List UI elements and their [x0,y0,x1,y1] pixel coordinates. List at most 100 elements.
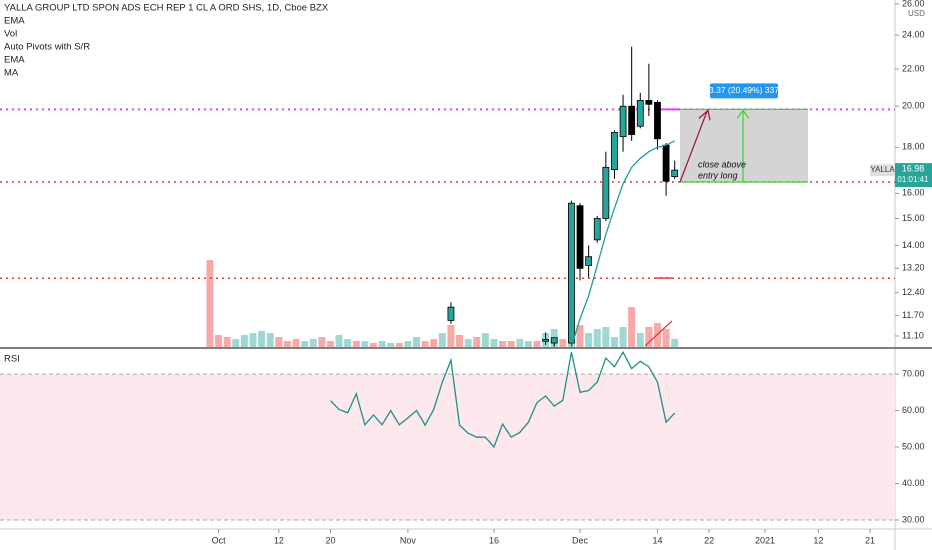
volume-bar [240,335,248,347]
candle-body [602,166,610,219]
volume-bar [430,339,438,347]
candle-body [671,169,679,177]
volume-bar [464,339,472,347]
indicator-label: EMA [4,16,25,27]
indicator-label: Vol [4,29,17,40]
x-tick-label: Nov [400,535,417,545]
volume-bar [326,341,334,347]
volume-bar [215,335,223,347]
candle-body [654,101,661,140]
volume-bar [585,333,593,347]
x-tick-label: 20 [325,535,335,545]
position-target-zone [680,109,808,183]
y-tick-label: 12.40 [902,287,925,297]
volume-bar [628,307,636,347]
y-tick-label: 18.00 [902,142,925,152]
y-tick-label: 22.00 [902,63,925,73]
currency-label: USD [908,9,925,18]
volume-bar [610,337,618,347]
y-tick-label: 15.00 [902,213,925,223]
trend-arrowhead [698,109,711,121]
volume-bar [490,339,498,347]
y-tick-label: 11.10 [902,330,924,340]
y-tick-label: 26.00 [902,0,925,8]
candle-body [576,205,584,269]
volume-bar [619,327,627,347]
x-tick-label: 12 [274,535,284,545]
volume-bar [404,341,412,347]
volume-bar [473,337,481,347]
candle-body [542,339,550,342]
rsi-tick-label: 30.00 [902,514,925,524]
volume-bar [636,333,644,347]
rsi-clip [329,350,676,449]
volume-bar [576,325,584,347]
volume-bar [671,339,679,347]
symbol-tag: YALLA [870,165,895,174]
rsi-band [0,374,895,520]
x-tick-label: 22 [704,535,714,545]
volume-bar [593,329,601,347]
chart-title: YALLA GROUP LTD SPON ADS ECH REP 1 CL A … [4,3,329,14]
volume-bar [309,339,317,347]
volume-bar [249,333,257,347]
volume-bar [447,325,455,347]
volume-bar [602,327,610,347]
rsi-tick-label: 50.00 [902,441,925,451]
trend-drawing [644,320,673,347]
candle-body [593,218,601,241]
position-label-box [710,83,778,99]
volume-bar [378,341,386,347]
volume-bar [206,260,214,347]
indicator-label: EMA [4,55,25,66]
candle-body [636,100,644,127]
candle-body [447,306,455,321]
y-tick-label: 16.00 [902,188,925,198]
last-price: 16.98 [902,163,925,173]
volume-bar [387,343,395,347]
volume-bar [662,329,670,347]
volume-bar [369,343,377,347]
y-tick-label: 24.00 [902,29,925,39]
volume-bar [258,331,266,347]
symbol-tag-box [870,164,895,177]
volume-bar [292,339,300,347]
volume-bar [438,333,446,347]
volume-bar [507,341,515,347]
x-tick-label: Oct [212,535,227,545]
rsi-label: RSI [4,354,20,365]
y-tick-label: 13.20 [902,263,925,273]
y-tick-label: 14.00 [902,240,925,250]
volume-bar [223,337,231,347]
volume-bar [352,341,360,347]
candle-body [585,256,593,266]
volume-bar [533,341,541,347]
volume-bar [335,335,343,347]
x-tick-label: 12 [813,535,823,545]
note-text: entry long [698,170,738,180]
rsi-tick-label: 60.00 [902,405,925,415]
rsi-pane [0,350,895,521]
x-tick-label: 16 [489,535,499,545]
candle-body [628,105,636,135]
candle-body [568,202,575,344]
volume-bar [499,341,507,347]
volume-bar [524,341,532,347]
ema-line [570,140,675,347]
volume-bar [283,341,291,347]
y-tick-label: 20.00 [902,101,925,111]
volume-bar [456,335,464,347]
x-tick-label: 21 [865,535,875,545]
volume-bar [344,339,352,347]
position-arrowhead [736,109,750,119]
volume-bar [275,337,283,347]
rsi-tick-label: 40.00 [902,478,925,488]
volume-bar [516,339,524,347]
y-tick-label: 11.70 [902,310,924,320]
volume-bar [421,341,429,347]
indicator-label: Auto Pivots with S/R [4,42,90,53]
last-price-box [895,163,932,188]
note-text: close above [698,159,746,169]
position-label: 3.37 (20.49%) 337 [709,85,779,95]
